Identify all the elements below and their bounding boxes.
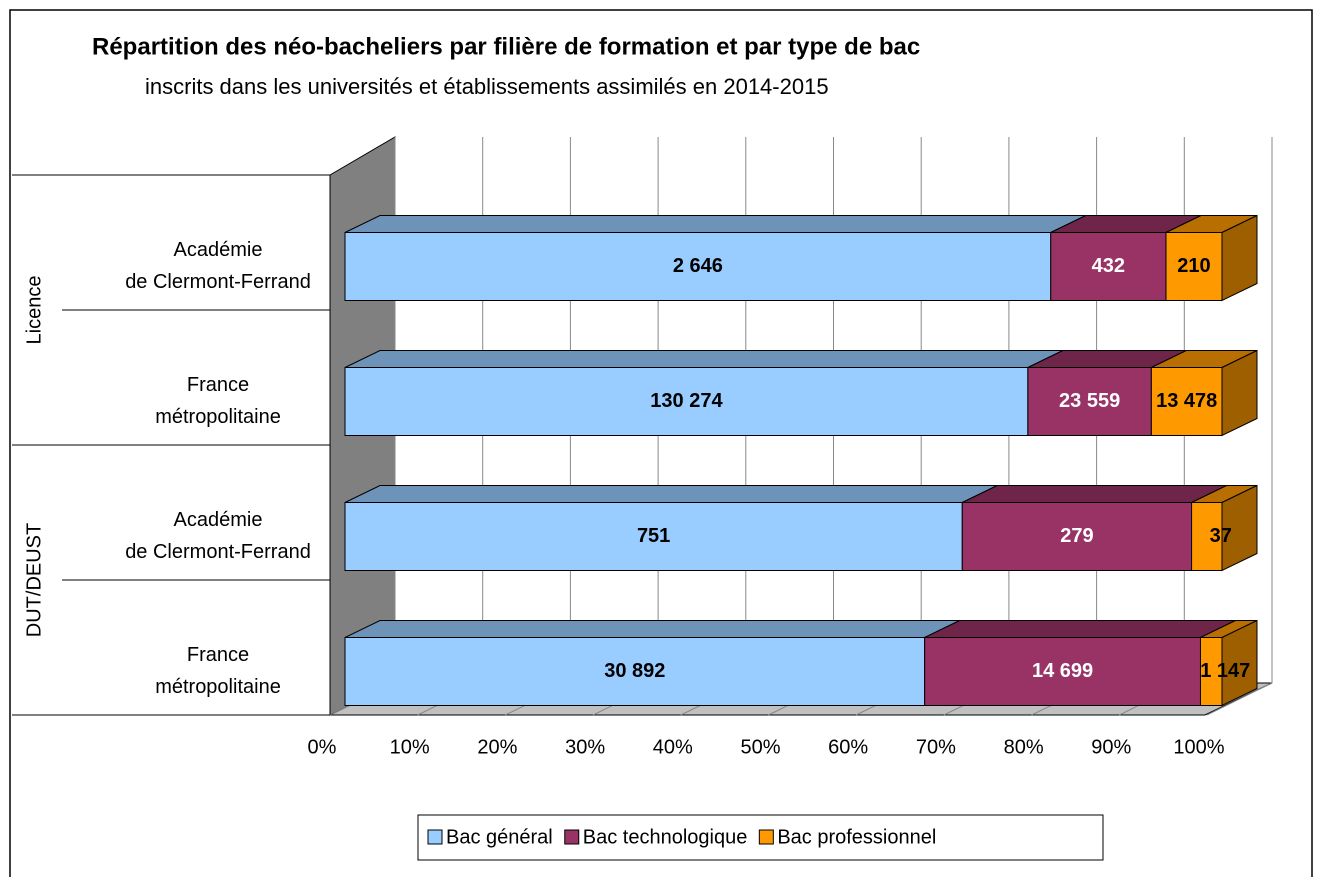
value-label: 1 147 (1200, 660, 1250, 682)
bar (344, 502, 963, 571)
x-tick-label: 70% (916, 736, 956, 758)
y-tick-label: Académie (174, 239, 263, 261)
bar-top (344, 620, 960, 638)
y-tick-label: France (187, 644, 249, 666)
value-label: 30 892 (604, 660, 665, 682)
bar (344, 367, 1029, 436)
x-tick-label: 50% (740, 736, 780, 758)
x-tick-label: 90% (1091, 736, 1131, 758)
value-label: 14 699 (1032, 660, 1093, 682)
y-tick-label: métropolitaine (155, 406, 281, 428)
bar-top (962, 485, 1227, 503)
value-label: 279 (1060, 525, 1093, 547)
x-tick-label: 80% (1004, 736, 1044, 758)
group-label: Licence (23, 276, 45, 345)
bar (1199, 637, 1223, 706)
y-tick-label: de Clermont-Ferrand (125, 541, 311, 563)
bar (1191, 502, 1223, 571)
x-tick-label: 100% (1173, 736, 1224, 758)
legend-label: Bac général (446, 826, 553, 848)
y-tick-label: métropolitaine (155, 676, 281, 698)
value-label: 2 646 (673, 255, 723, 277)
value-label: 210 (1177, 255, 1210, 277)
x-tick-label: 20% (477, 736, 517, 758)
bar (1027, 367, 1152, 436)
legend-swatch (758, 829, 774, 845)
value-label: 432 (1092, 255, 1125, 277)
legend-label: Bac professionnel (777, 826, 936, 848)
x-tick-label: 40% (653, 736, 693, 758)
bar-top (344, 485, 998, 503)
y-tick-label: Académie (174, 509, 263, 531)
bar-top (344, 215, 1086, 233)
bar (924, 637, 1201, 706)
chart-title: Répartition des néo-bacheliers par filiè… (92, 33, 920, 60)
legend-swatch (564, 829, 580, 845)
value-label: 130 274 (650, 390, 723, 412)
bar-top (924, 620, 1236, 638)
legend-label: Bac technologique (583, 826, 748, 848)
value-label: 23 559 (1059, 390, 1120, 412)
y-tick-label: de Clermont-Ferrand (125, 271, 311, 293)
group-label: DUT/DEUST (23, 523, 45, 637)
bar-top (344, 350, 1064, 368)
value-label: 37 (1210, 525, 1232, 547)
chart-frame (9, 9, 1313, 877)
x-tick-label: 60% (828, 736, 868, 758)
x-tick-label: 10% (390, 736, 430, 758)
value-label: 751 (637, 525, 670, 547)
y-tick-label: France (187, 374, 249, 396)
chart-subtitle: inscrits dans les universités et établis… (145, 74, 829, 99)
legend-swatch (427, 829, 443, 845)
floor-grid-line (1206, 682, 1273, 716)
value-label: 13 478 (1156, 390, 1217, 412)
bar (1150, 367, 1223, 436)
x-tick-label: 30% (565, 736, 605, 758)
x-tick-label: 0% (308, 736, 337, 758)
bar (344, 637, 926, 706)
bar (1165, 232, 1223, 301)
